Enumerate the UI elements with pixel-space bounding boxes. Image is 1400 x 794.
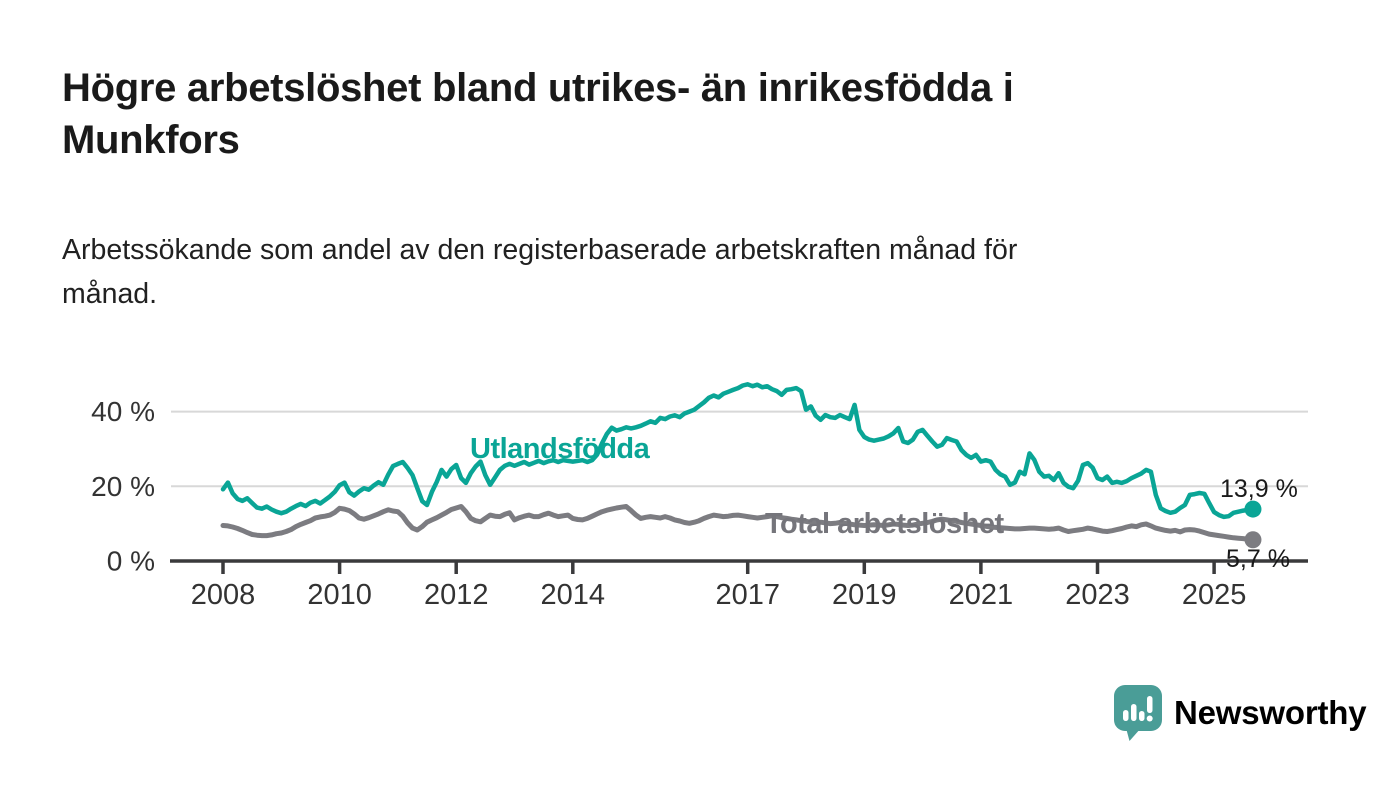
page-title-line-2: Munkfors	[62, 118, 240, 162]
x-tick-label-2023: 2023	[1065, 579, 1130, 611]
y-tick-label-20: 20 %	[91, 471, 155, 502]
logo-exclamation-bar	[1147, 696, 1153, 713]
end-label-utlandsfodda: 13,9 %	[1220, 475, 1298, 503]
chart-subtitle-line-1: Arbetssökande som andel av den registerb…	[62, 234, 1018, 266]
y-tick-label-0: 0 %	[107, 546, 155, 577]
end-dot-utlandsfodda	[1244, 500, 1262, 518]
series-label-utlandsfodda: Utlandsfödda	[470, 433, 651, 465]
newsworthy-logo-text: Newsworthy	[1174, 694, 1367, 731]
logo-bar-medium	[1131, 704, 1137, 721]
logo-bubble-tail	[1126, 728, 1141, 741]
x-tick-label-2012: 2012	[424, 579, 489, 611]
newsworthy-logo-icon	[1114, 685, 1162, 741]
x-tick-label-2025: 2025	[1182, 579, 1247, 611]
x-tick-label-2017: 2017	[715, 579, 780, 611]
page-title-line-1: Högre arbetslöshet bland utrikes- än inr…	[62, 66, 1014, 110]
logo-bar-small	[1123, 710, 1129, 721]
series-label-total: Total arbetslöshet	[765, 508, 1004, 540]
page-title: Högre arbetslöshet bland utrikes- än inr…	[62, 62, 1282, 166]
x-tick-label-2008: 2008	[191, 579, 256, 611]
chart-subtitle-line-2: månad.	[62, 278, 158, 311]
logo-bar-short	[1139, 711, 1145, 721]
logo-bubble	[1114, 685, 1162, 731]
x-tick-label-2010: 2010	[307, 579, 372, 611]
x-tick-label-2021: 2021	[949, 579, 1014, 611]
series-line-total	[220, 504, 1256, 543]
logo-exclamation-dot	[1146, 715, 1153, 722]
end-dot-total	[1244, 531, 1262, 549]
end-label-total: 5,7 %	[1226, 545, 1290, 573]
newsworthy-logo: Newsworthy	[1113, 684, 1367, 742]
y-tick-label-40: 40 %	[91, 396, 155, 427]
chart-subtitle: Arbetssökande som andel av den registerb…	[62, 228, 1282, 316]
x-tick-label-2014: 2014	[541, 579, 606, 611]
x-tick-label-2019: 2019	[832, 579, 897, 611]
series-line-utlandsfodda	[220, 382, 1256, 520]
